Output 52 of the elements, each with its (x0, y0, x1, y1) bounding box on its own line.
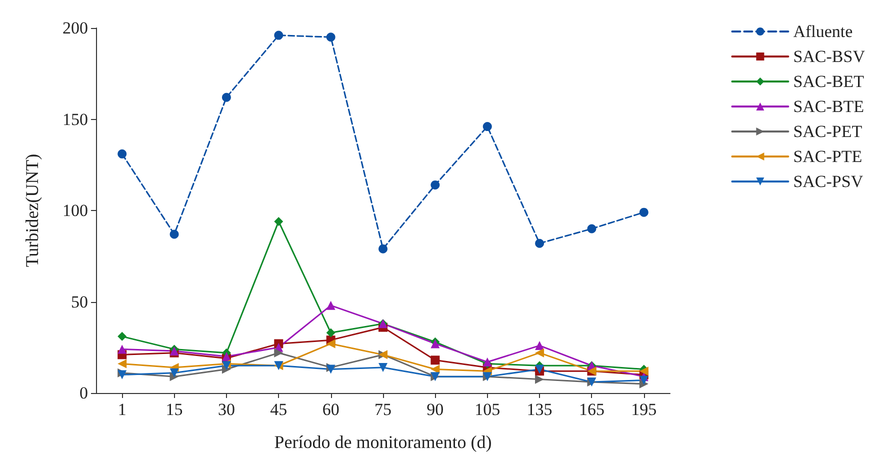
y-tick-label: 50 (71, 292, 88, 312)
point (118, 332, 127, 341)
x-tick-label: 90 (426, 400, 444, 419)
y-tick-label: 200 (62, 18, 88, 38)
point (274, 30, 284, 40)
point (170, 368, 179, 378)
y-tick-label: 0 (80, 384, 88, 402)
x-tick-label: 75 (374, 400, 392, 419)
x-tick-label: 1 (118, 400, 126, 419)
point (326, 339, 336, 348)
y-tick-label: 150 (62, 110, 88, 129)
legend-label: SAC-BSV (793, 47, 866, 66)
point (326, 32, 336, 42)
x-tick-label: 60 (322, 400, 340, 419)
legend-label: SAC-BTE (793, 97, 864, 116)
x-tick-label: 105 (474, 400, 500, 419)
point (378, 244, 388, 254)
point (535, 341, 544, 350)
x-tick-label: 30 (218, 400, 235, 419)
x-axis-title: Período de monitoramento (d) (274, 432, 492, 452)
point (430, 180, 440, 190)
point (639, 208, 648, 217)
legend-label: SAC-PTE (793, 147, 862, 166)
point (118, 359, 127, 368)
point (430, 364, 440, 374)
x-tick-label: 15 (166, 400, 183, 419)
y-axis-title: Turbidez(UNT) (22, 154, 42, 268)
y-tick-label: 100 (62, 201, 88, 220)
legend-label: SAC-PSV (793, 172, 864, 191)
legend-label: Afluente (793, 22, 853, 41)
point (118, 149, 127, 158)
x-tick-label: 195 (631, 400, 657, 419)
x-tick-label: 135 (526, 400, 552, 419)
x-tick-label: 165 (578, 400, 604, 419)
point (274, 348, 284, 358)
legend-label: SAC-BET (793, 72, 865, 91)
point (326, 328, 336, 338)
point (535, 374, 544, 384)
x-tick-label: 45 (270, 400, 288, 419)
point (222, 92, 231, 102)
point (535, 238, 544, 248)
point (326, 300, 336, 310)
point (639, 376, 648, 385)
point (482, 122, 492, 132)
point (274, 216, 284, 226)
point (118, 344, 127, 354)
legend-label: SAC-PET (793, 122, 863, 141)
point (378, 362, 388, 372)
point (430, 356, 440, 365)
point (587, 224, 596, 234)
point (170, 230, 179, 239)
point (535, 348, 544, 358)
